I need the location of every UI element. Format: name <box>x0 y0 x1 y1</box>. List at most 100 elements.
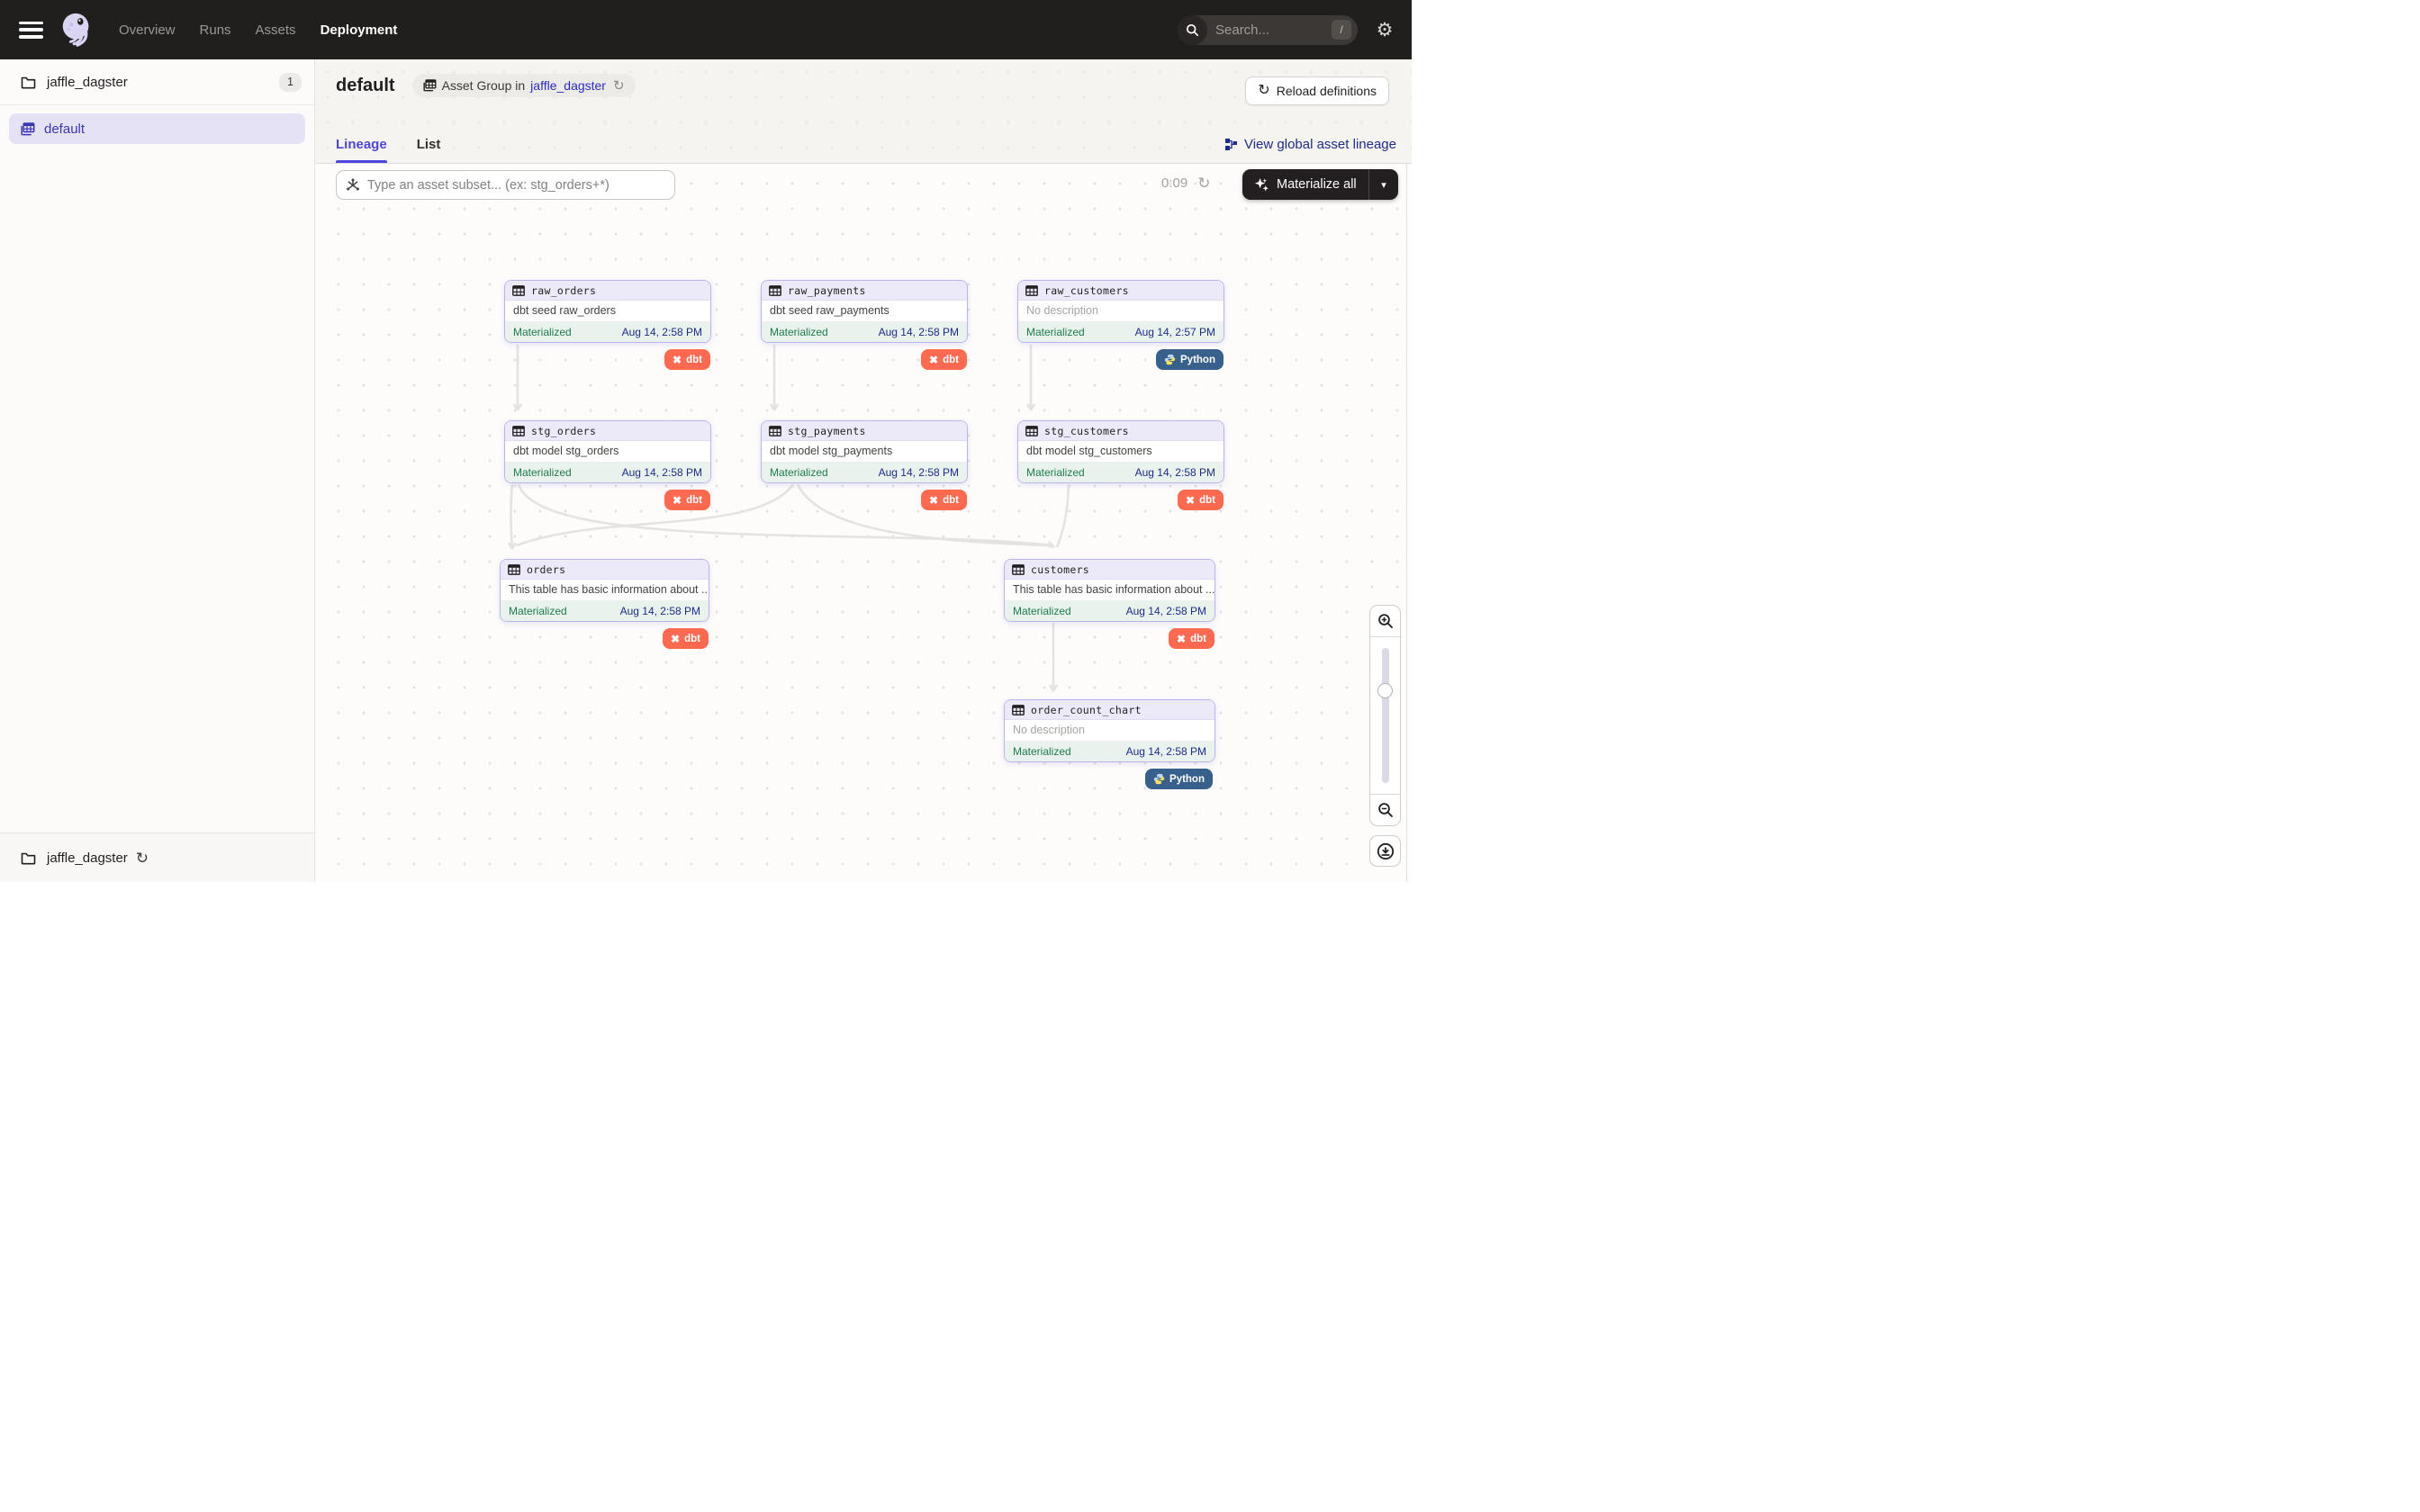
zoom-out-button[interactable] <box>1370 795 1400 825</box>
timestamp: Aug 14, 2:58 PM <box>1125 745 1206 758</box>
timestamp: Aug 14, 2:58 PM <box>621 466 702 479</box>
zoom-in-button[interactable] <box>1370 606 1400 636</box>
page-header: default Asset Group in jaffle_dagster ↻ … <box>315 59 1412 164</box>
asset-node-order-count-chart[interactable]: order_count_chart No description Materia… <box>1004 699 1215 762</box>
dbt-badge[interactable]: ✖ dbt <box>664 349 710 370</box>
gear-icon[interactable]: ⚙ <box>1376 19 1394 40</box>
materialize-all-button[interactable]: Materialize all ▾ <box>1242 169 1398 200</box>
status-label: Materialized <box>1026 326 1085 338</box>
tab-bar: Lineage List <box>336 137 440 163</box>
download-image-button[interactable] <box>1369 835 1401 867</box>
lineage-graph-icon <box>1224 139 1237 150</box>
python-badge[interactable]: Python <box>1156 349 1224 370</box>
folder-icon <box>21 76 36 88</box>
scrollbar-track[interactable] <box>1406 164 1407 882</box>
sparkles-icon <box>1254 177 1269 192</box>
dagster-logo[interactable] <box>58 11 95 49</box>
zoom-slider-knob[interactable] <box>1377 683 1393 698</box>
search-placeholder: Search... <box>1215 22 1270 38</box>
python-logo-icon <box>1153 773 1165 785</box>
refresh-icon[interactable]: ↻ <box>612 77 625 94</box>
dbt-badge[interactable]: ✖ dbt <box>1169 628 1215 649</box>
reload-definitions-button[interactable]: ↻ Reload definitions <box>1245 76 1389 105</box>
tab-lineage[interactable]: Lineage <box>336 137 387 163</box>
zoom-controls <box>1369 605 1401 867</box>
search-input[interactable]: Search... / <box>1178 14 1358 45</box>
materialize-dropdown-caret[interactable]: ▾ <box>1368 169 1398 200</box>
nav-overview[interactable]: Overview <box>119 22 176 38</box>
refresh-icon[interactable]: ↻ <box>1197 175 1211 192</box>
dbt-badge[interactable]: ✖ dbt <box>921 490 967 510</box>
timestamp: Aug 14, 2:57 PM <box>1134 326 1215 338</box>
refresh-icon[interactable]: ↻ <box>135 849 149 867</box>
asset-group-icon <box>423 79 437 92</box>
nav-runs[interactable]: Runs <box>199 22 231 38</box>
asset-name: orders <box>527 562 566 576</box>
nav-deployment[interactable]: Deployment <box>320 22 398 38</box>
table-icon <box>1025 284 1038 296</box>
timestamp: Aug 14, 2:58 PM <box>1125 605 1206 617</box>
hamburger-menu-icon[interactable] <box>19 21 43 39</box>
sidebar-item-default-group[interactable]: default <box>9 113 305 144</box>
status-label: Materialized <box>509 605 567 617</box>
sidebar-group-label: default <box>44 121 86 137</box>
asset-node-stg-orders[interactable]: stg_orders dbt model stg_orders Material… <box>504 420 711 483</box>
page-title: default <box>336 75 395 95</box>
table-icon <box>512 425 525 436</box>
asset-description: No description <box>1005 720 1215 742</box>
asset-name: stg_orders <box>531 424 597 437</box>
nav-assets[interactable]: Assets <box>255 22 296 38</box>
table-icon <box>769 425 781 436</box>
sidebar-project-label: jaffle_dagster <box>47 74 128 90</box>
dbt-logo-icon: ✖ <box>673 353 682 366</box>
asset-node-orders[interactable]: orders This table has basic information … <box>500 559 709 622</box>
table-icon <box>1012 563 1025 575</box>
zoom-slider[interactable] <box>1370 636 1400 795</box>
asset-node-stg-payments[interactable]: stg_payments dbt model stg_payments Mate… <box>761 420 968 483</box>
filter-placeholder: Type an asset subset... (ex: stg_orders+… <box>367 177 610 193</box>
python-badge[interactable]: Python <box>1145 769 1213 789</box>
lineage-canvas[interactable]: Type an asset subset... (ex: stg_orders+… <box>315 164 1412 882</box>
table-icon <box>1012 704 1025 716</box>
timestamp: Aug 14, 2:58 PM <box>878 466 959 479</box>
status-label: Materialized <box>770 326 828 338</box>
dbt-badge[interactable]: ✖ dbt <box>663 628 709 649</box>
timestamp: Aug 14, 2:58 PM <box>878 326 959 338</box>
sidebar-item-jaffle-dagster[interactable]: jaffle_dagster 1 <box>0 59 314 105</box>
timestamp: Aug 14, 2:58 PM <box>621 326 702 338</box>
search-icon <box>1178 14 1207 45</box>
dbt-logo-icon: ✖ <box>673 493 682 507</box>
dbt-badge[interactable]: ✖ dbt <box>664 490 710 510</box>
view-global-asset-lineage-link[interactable]: View global asset lineage <box>1224 137 1396 152</box>
table-icon <box>508 563 520 575</box>
timestamp: Aug 14, 2:58 PM <box>619 605 700 617</box>
status-label: Materialized <box>1013 605 1071 617</box>
asset-sidebar: jaffle_dagster 1 default jaffle_dagster … <box>0 59 315 882</box>
asset-group-icon <box>21 122 35 135</box>
asset-node-raw-orders[interactable]: raw_orders dbt seed raw_orders Materiali… <box>504 280 711 343</box>
dbt-badge[interactable]: ✖ dbt <box>921 349 967 370</box>
status-label: Materialized <box>770 466 828 479</box>
meta-project-link[interactable]: jaffle_dagster <box>530 78 606 93</box>
footer-project-label: jaffle_dagster <box>47 850 128 866</box>
asset-subset-filter-input[interactable]: Type an asset subset... (ex: stg_orders+… <box>336 170 675 200</box>
refresh-timer: 0:09 <box>1161 176 1188 191</box>
tab-list[interactable]: List <box>416 137 441 152</box>
timestamp: Aug 14, 2:58 PM <box>1134 466 1215 479</box>
top-navbar: Overview Runs Assets Deployment Search..… <box>0 0 1412 59</box>
table-icon <box>769 284 781 296</box>
asset-node-customers[interactable]: customers This table has basic informati… <box>1004 559 1215 622</box>
asset-description: dbt model stg_payments <box>762 441 967 463</box>
asset-node-raw-payments[interactable]: raw_payments dbt seed raw_payments Mater… <box>761 280 968 343</box>
asset-node-raw-customers[interactable]: raw_customers No description Materialize… <box>1017 280 1224 343</box>
refresh-icon: ↻ <box>1258 83 1270 98</box>
asset-description: This table has basic information about .… <box>501 580 709 601</box>
dbt-badge[interactable]: ✖ dbt <box>1178 490 1224 510</box>
table-icon <box>1025 425 1038 436</box>
python-logo-icon <box>1164 354 1176 365</box>
asset-name: order_count_chart <box>1031 703 1142 716</box>
asset-node-stg-customers[interactable]: stg_customers dbt model stg_customers Ma… <box>1017 420 1224 483</box>
asset-description: dbt model stg_orders <box>505 441 710 463</box>
status-label: Materialized <box>513 326 572 338</box>
primary-nav: Overview Runs Assets Deployment <box>119 22 397 38</box>
